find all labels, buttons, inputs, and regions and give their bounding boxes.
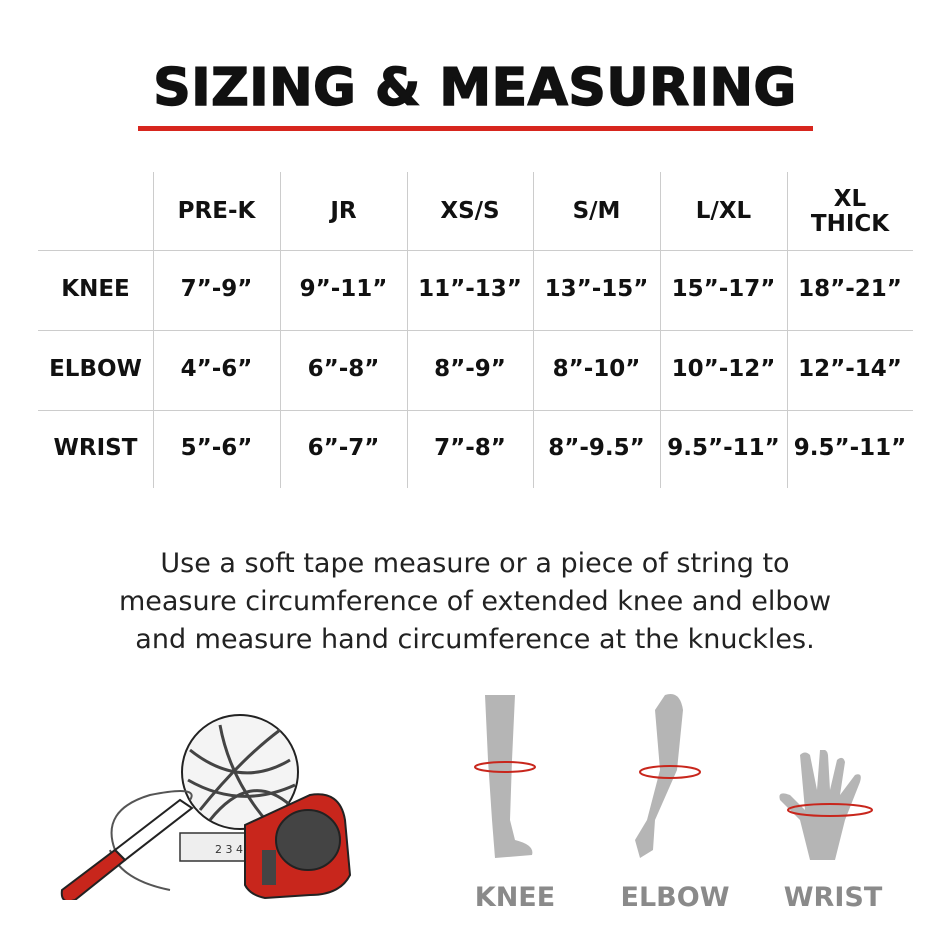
instruction-line: measure circumference of extended knee a… xyxy=(118,586,832,617)
instructions: Use a soft tape measure or a piece of st… xyxy=(0,545,950,659)
table-cell: 15”-17” xyxy=(671,276,776,303)
table-cell: 11”-13” xyxy=(418,276,522,303)
figure-label-elbow: ELBOW xyxy=(620,882,730,913)
column-header: XS/S xyxy=(440,198,500,225)
table-cell: 5”-6” xyxy=(180,435,253,462)
row-divider xyxy=(38,410,913,411)
table-cell: 8”-9” xyxy=(434,356,506,383)
table-cell: 4”-6” xyxy=(180,356,253,383)
column-header: XL THICK xyxy=(810,185,890,237)
table-cell: 7”-8” xyxy=(434,435,506,462)
title-underline xyxy=(138,126,813,131)
table-cell: 6”-8” xyxy=(307,356,380,383)
column-header: S/M xyxy=(572,198,621,225)
column-header: JR xyxy=(330,198,357,225)
row-header: ELBOW xyxy=(49,356,142,383)
table-cell: 7”-9” xyxy=(180,276,253,303)
table-cell: 8”-10” xyxy=(552,356,641,383)
arm-icon xyxy=(635,694,701,858)
svg-text:2 3 4: 2 3 4 xyxy=(215,843,243,856)
table-cell: 12”-14” xyxy=(798,356,902,383)
row-divider xyxy=(38,250,913,251)
table-cell: 8”-9.5” xyxy=(548,435,645,462)
marker-icon xyxy=(60,798,194,900)
instruction-line: and measure hand circumference at the kn… xyxy=(135,624,815,655)
table-cell: 10”-12” xyxy=(671,356,776,383)
instruction-line: Use a soft tape measure or a piece of st… xyxy=(160,548,790,579)
string-ball-icon xyxy=(109,714,299,891)
page-title: SIZING & MEASURING xyxy=(153,57,797,119)
tools-illustration: 2 3 4 xyxy=(60,714,352,900)
table-cell: 13”-15” xyxy=(544,276,649,303)
row-header: WRIST xyxy=(53,435,138,462)
table-cell: 9”-11” xyxy=(299,276,388,303)
table-cell: 9.5”-11” xyxy=(667,435,780,462)
tape-measure-icon: 2 3 4 xyxy=(179,793,352,900)
row-divider xyxy=(38,330,913,331)
table-cell: 6”-7” xyxy=(307,435,380,462)
leg-icon xyxy=(474,695,536,858)
table-cell: 9.5”-11” xyxy=(793,435,907,462)
figure-label-wrist: WRIST xyxy=(783,882,883,913)
column-header: L/XL xyxy=(695,198,752,225)
table-cell: 18”-21” xyxy=(798,276,902,303)
figure-label-knee: KNEE xyxy=(474,882,556,913)
row-header: KNEE xyxy=(61,276,130,303)
column-header: PRE-K xyxy=(177,198,256,225)
hand-icon xyxy=(779,750,873,860)
